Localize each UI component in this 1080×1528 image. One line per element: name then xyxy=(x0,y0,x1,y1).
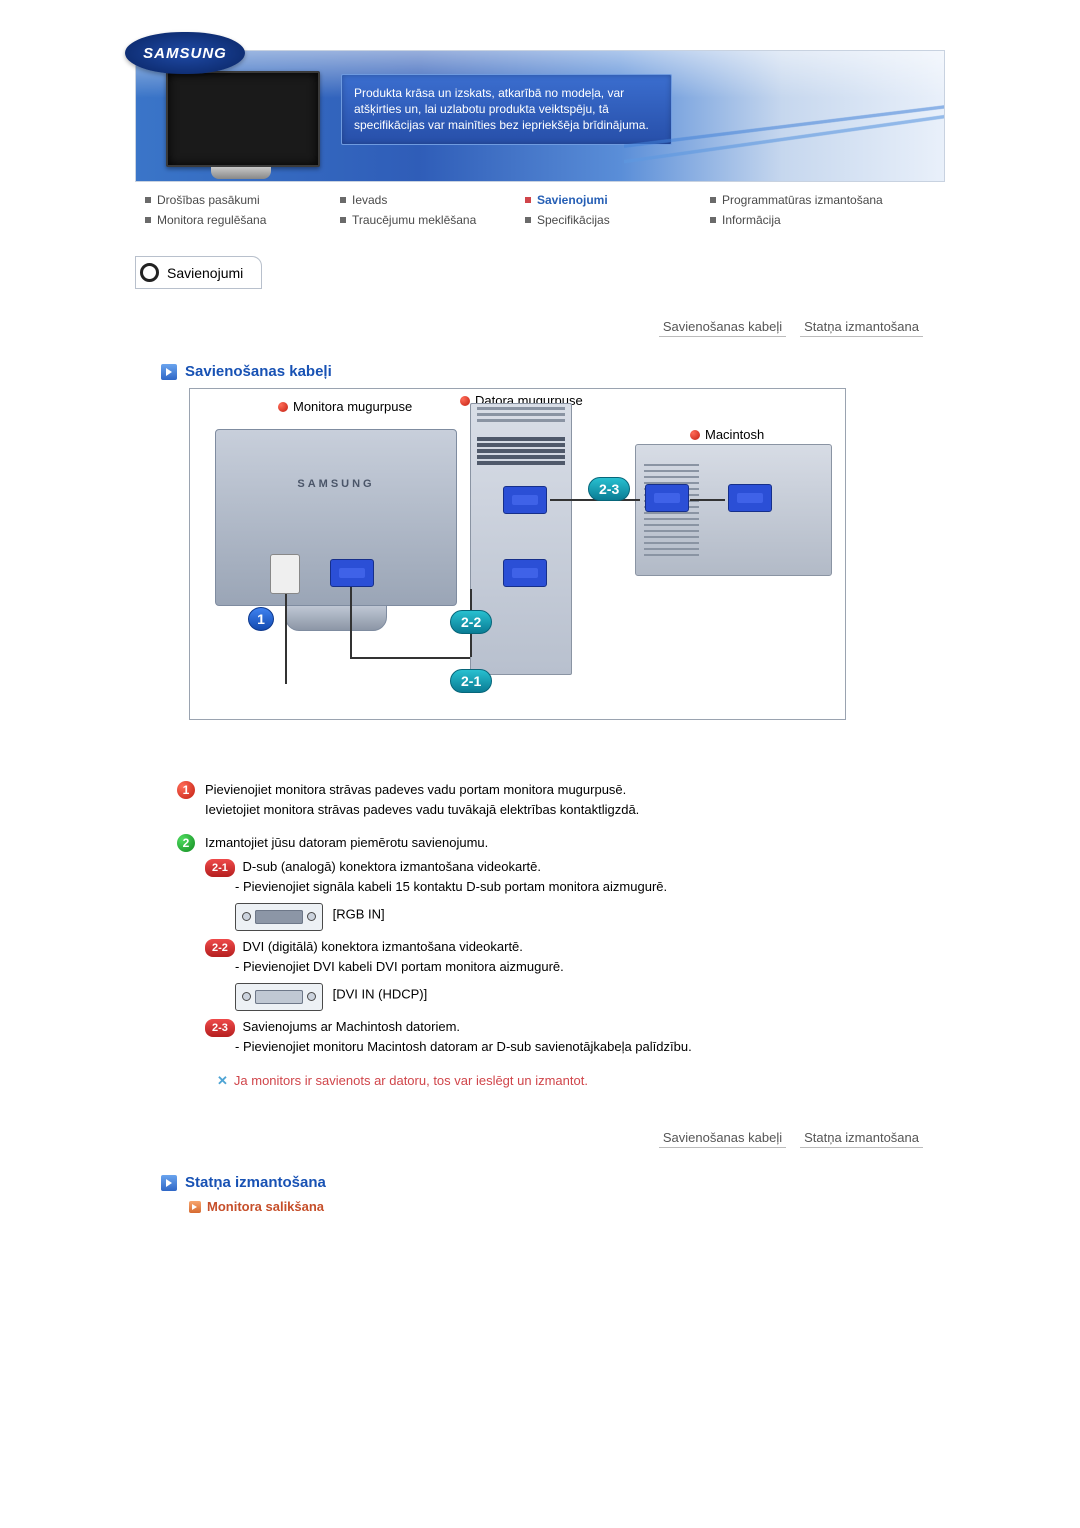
red-dot-icon xyxy=(460,396,470,406)
list-item-1: 1 Pievienojiet monitora strāvas padeves … xyxy=(177,780,915,819)
breadcrumb-label: Savienojumi xyxy=(167,265,243,281)
product-monitor-image xyxy=(166,71,316,179)
arrow-small-icon xyxy=(189,1201,201,1213)
breadcrumb-tab: Savienojumi xyxy=(135,256,262,289)
step1-line1: Pievienojiet monitora strāvas padeves va… xyxy=(205,780,639,800)
instruction-list: 1 Pievienojiet monitora strāvas padeves … xyxy=(177,780,915,1090)
vga-connector-pc-2 xyxy=(503,559,547,587)
power-plug-graphic xyxy=(270,554,300,594)
monitor-stand-graphic xyxy=(285,605,387,631)
vga-connector-mac-a xyxy=(645,484,689,512)
dvi-port-label: [DVI IN (HDCP)] xyxy=(333,986,428,1001)
nav-troubleshoot[interactable]: Traucējumu meklēšana xyxy=(340,210,525,230)
logo-text: SAMSUNG xyxy=(143,45,227,62)
section-stand-subtitle: Monitora salikšana xyxy=(189,1199,945,1214)
subtab-cables[interactable]: Savienošanas kabeļi xyxy=(659,317,786,337)
p21-line2: - Pievienojiet signāla kabeli 15 kontakt… xyxy=(235,877,667,897)
circle-icon xyxy=(140,263,159,282)
nav-intro[interactable]: Ievads xyxy=(340,190,525,210)
footnote: ✕Ja monitors ir savienots ar datoru, tos… xyxy=(217,1071,915,1091)
cable-line xyxy=(285,594,287,684)
badge-2-1: 2-1 xyxy=(450,669,492,693)
sub-tabs: Savienošanas kabeļi Statņa izmantošana xyxy=(135,317,923,337)
rgb-port-icon xyxy=(235,903,323,931)
step2-intro: Izmantojiet jūsu datoram piemērotu savie… xyxy=(205,833,915,853)
vga-connector-pc-1 xyxy=(503,486,547,514)
vga-connector-monitor xyxy=(330,559,374,587)
nav-safety[interactable]: Drošības pasākumi xyxy=(139,190,340,210)
nav-connections[interactable]: Savienojumi xyxy=(525,190,710,210)
pill-2-3: 2-3 xyxy=(205,1019,235,1038)
subtab-stand-b[interactable]: Statņa izmantošana xyxy=(800,1128,923,1148)
nav-software[interactable]: Programmatūras izmantošana xyxy=(710,190,940,210)
vga-connector-mac-b xyxy=(728,484,772,512)
dvi-port-icon xyxy=(235,983,323,1011)
cable-line xyxy=(350,587,352,657)
header-banner: SAMSUNG Produkta krāsa un izskats, atkar… xyxy=(135,50,945,234)
subtab-stand[interactable]: Statņa izmantošana xyxy=(800,317,923,337)
sub-tabs-bottom: Savienošanas kabeļi Statņa izmantošana xyxy=(135,1128,923,1148)
subtab-cables-b[interactable]: Savienošanas kabeļi xyxy=(659,1128,786,1148)
x-icon: ✕ xyxy=(217,1073,228,1088)
p22-line1: DVI (digitālā) konektora izmantošana vid… xyxy=(243,939,523,954)
list-item-2: 2 Izmantojiet jūsu datoram piemērotu sav… xyxy=(177,833,915,1057)
banner-disclaimer: Produkta krāsa un izskats, atkarībā no m… xyxy=(341,74,672,145)
nav-info[interactable]: Informācija xyxy=(710,210,940,230)
main-nav: Drošības pasākumi Ievads Savienojumi Pro… xyxy=(135,182,945,234)
step-number-2-icon: 2 xyxy=(177,834,195,852)
p22-line2: - Pievienojiet DVI kabeli DVI portam mon… xyxy=(235,957,564,977)
pc-back-graphic xyxy=(470,403,572,675)
red-dot-icon xyxy=(690,430,700,440)
rgb-port-label: [RGB IN] xyxy=(333,906,385,921)
p23-line1: Savienojums ar Machintosh datoriem. xyxy=(243,1019,461,1034)
connection-diagram: Monitora mugurpuse Datora mugurpuse Maci… xyxy=(189,388,846,720)
badge-2-2: 2-2 xyxy=(450,610,492,634)
step-number-1-icon: 1 xyxy=(177,781,195,799)
cable-line xyxy=(350,657,470,659)
badge-1: 1 xyxy=(248,607,274,631)
label-monitor-back: Monitora mugurpuse xyxy=(278,399,412,414)
p21-line1: D-sub (analogā) konektora izmantošana vi… xyxy=(243,859,541,874)
badge-2-3: 2-3 xyxy=(588,477,630,501)
arrow-icon xyxy=(161,1175,177,1191)
pill-2-1: 2-1 xyxy=(205,859,235,878)
nav-specs[interactable]: Specifikācijas xyxy=(525,210,710,230)
nav-adjust[interactable]: Monitora regulēšana xyxy=(139,210,340,230)
red-dot-icon xyxy=(278,402,288,412)
pill-2-2: 2-2 xyxy=(205,939,235,958)
section-stand-title: Statņa izmantošana xyxy=(161,1174,945,1191)
p23-line2: - Pievienojiet monitoru Macintosh datora… xyxy=(235,1037,692,1057)
cable-line xyxy=(690,499,725,501)
section-cables-title: Savienošanas kabeļi xyxy=(161,363,945,380)
label-macintosh: Macintosh xyxy=(690,427,764,442)
arrow-icon xyxy=(161,364,177,380)
samsung-logo: SAMSUNG xyxy=(125,32,245,74)
step1-line2: Ievietojiet monitora strāvas padeves vad… xyxy=(205,800,639,820)
